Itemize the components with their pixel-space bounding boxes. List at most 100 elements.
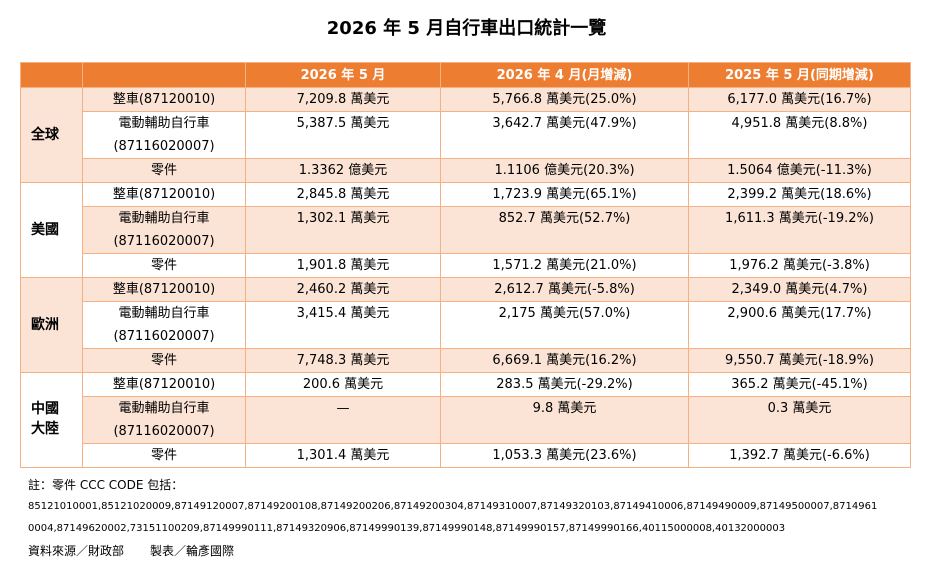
item-label: 整車(87120010): [112, 282, 216, 297]
item-label: 零件: [150, 163, 177, 178]
item-label: 整車(87120010): [112, 377, 216, 392]
value-cell: 2,460.2 萬美元: [245, 277, 441, 302]
item-cell: 零件: [82, 158, 246, 183]
item-cell: 整車(87120010): [82, 372, 246, 397]
header-cell: 2026 年 5 月: [245, 62, 441, 88]
value-cell: 1,611.3 萬美元(-19.2%): [688, 206, 911, 254]
region-label: 歐洲: [31, 316, 59, 333]
value-cell: 1.5064 億美元(-11.3%): [688, 158, 911, 183]
value-cell: 2,612.7 萬美元(-5.8%): [440, 277, 689, 302]
region-cell: 美國: [20, 182, 83, 278]
value-cell: 4,951.8 萬美元(8.8%): [688, 111, 911, 159]
value-cell: 1,053.3 萬美元(23.6%): [440, 443, 689, 468]
note-codes: 85121010001,85121020009,87149120007,8714…: [28, 501, 878, 512]
notes: 註：零件 CCC CODE 包括： 85121010001,85121020009…: [28, 474, 877, 562]
item-label: 電動輔助自行車: [118, 211, 210, 226]
item-cell: 整車(87120010): [82, 87, 246, 112]
value-cell: 2,900.6 萬美元(17.7%): [688, 301, 911, 349]
item-cell: 零件: [82, 253, 246, 278]
header-cell: [82, 62, 246, 88]
export-table: 2026 年 5 月 2026 年 4 月(月增減) 2025 年 5 月(同期增減…: [20, 62, 911, 468]
item-cell: 整車(87120010): [82, 182, 246, 207]
item-cell: 整車(87120010): [82, 277, 246, 302]
value-cell: 365.2 萬美元(-45.1%): [688, 372, 911, 397]
value-cell: —: [245, 396, 441, 444]
table-row: 歐洲 整車(87120010) 2,460.2 萬美元 2,612.7 萬美元(-5.…: [20, 277, 911, 373]
header-cell: 2026 年 4 月(月增減): [440, 62, 689, 88]
item-label: (87116020007): [113, 424, 215, 439]
value-cell: 1,901.8 萬美元: [245, 253, 441, 278]
table-row: 美國 整車(87120010) 2,845.8 萬美元 1,723.9 萬美元(65.…: [20, 182, 911, 278]
table-row: 零件 1,301.4 萬美元 1,053.3 萬美元(23.6%) 1,392.7 萬…: [21, 443, 911, 468]
value-cell: 3,642.7 萬美元(47.9%): [440, 111, 689, 159]
header-row: 2026 年 5 月 2026 年 4 月(月增減) 2025 年 5 月(同期增減…: [20, 62, 911, 88]
item-cell: 電動輔助自行車 (87116020007): [82, 301, 246, 349]
table-row: 零件 7,748.3 萬美元 6,669.1 萬美元(16.2%) 9,550.7 萬…: [21, 348, 911, 373]
item-label: 電動輔助自行車: [118, 401, 210, 416]
value-cell: 1,976.2 萬美元(-3.8%): [688, 253, 911, 278]
value-cell: 6,177.0 萬美元(16.7%): [688, 87, 911, 112]
item-cell: 電動輔助自行車 (87116020007): [82, 396, 246, 444]
value-cell: 6,669.1 萬美元(16.2%): [440, 348, 689, 373]
header-cell: 2025 年 5 月(同期增減): [688, 62, 911, 88]
table-row: 零件 1.3362 億美元 1.1106 億美元(20.3%) 1.5064 億美元(…: [21, 158, 911, 183]
region-cell: 歐洲: [20, 277, 83, 373]
value-cell: 2,399.2 萬美元(18.6%): [688, 182, 911, 207]
title: 2026 年 5 月自行車出口統計一覽: [326, 18, 607, 39]
value-cell: 5,766.8 萬美元(25.0%): [440, 87, 689, 112]
item-label: 電動輔助自行車: [118, 116, 210, 131]
value-cell: 1.3362 億美元: [245, 158, 441, 183]
value-cell: 1.1106 億美元(20.3%): [440, 158, 689, 183]
table-row: 電動輔助自行車 (87116020007) 5,387.5 萬美元 3,642.7 萬…: [21, 111, 911, 159]
item-label: (87116020007): [113, 139, 215, 154]
source-line: 資料來源／財政部 製表／輪彥國際: [28, 540, 877, 562]
table-row: 中國大陸 整車(87120010) 200.6 萬美元 283.5 萬美元(-29.2…: [20, 372, 911, 468]
value-cell: 1,571.2 萬美元(21.0%): [440, 253, 689, 278]
value-cell: 7,748.3 萬美元: [245, 348, 441, 373]
item-label: 零件: [150, 448, 177, 463]
region-label: 美國: [31, 221, 59, 238]
region-cell: 全球: [20, 87, 83, 183]
source-text: 資料來源／財政部: [28, 544, 125, 558]
value-cell: 2,349.0 萬美元(4.7%): [688, 277, 911, 302]
value-cell: 7,209.8 萬美元: [245, 87, 441, 112]
value-cell: 9,550.7 萬美元(-18.9%): [688, 348, 911, 373]
source-text: 製表／輪彥國際: [150, 544, 235, 558]
value-cell: 1,392.7 萬美元(-6.6%): [688, 443, 911, 468]
item-cell: 電動輔助自行車 (87116020007): [82, 111, 246, 159]
value-cell: 1,302.1 萬美元: [245, 206, 441, 254]
table-row: 全球 整車(87120010) 7,209.8 萬美元 5,766.8 萬美元(25.…: [20, 87, 911, 183]
item-label: 零件: [150, 353, 177, 368]
value-cell: 9.8 萬美元: [440, 396, 689, 444]
item-label: (87116020007): [113, 329, 215, 344]
value-cell: 1,723.9 萬美元(65.1%): [440, 182, 689, 207]
table-row: 電動輔助自行車 (87116020007) 1,302.1 萬美元 852.7 萬美元…: [21, 206, 911, 254]
item-cell: 零件: [82, 443, 246, 468]
header-cell: [20, 62, 83, 88]
note-codes: 0004,87149620002,73151100209,87149990111…: [28, 523, 786, 534]
item-label: 零件: [150, 258, 177, 273]
value-cell: 0.3 萬美元: [688, 396, 911, 444]
value-cell: 200.6 萬美元: [245, 372, 441, 397]
value-cell: 1,301.4 萬美元: [245, 443, 441, 468]
item-label: 整車(87120010): [112, 187, 216, 202]
item-cell: 零件: [82, 348, 246, 373]
table-row: 電動輔助自行車 (87116020007) 3,415.4 萬美元 2,175 萬美元…: [21, 301, 911, 349]
table-body: 全球 整車(87120010) 7,209.8 萬美元 5,766.8 萬美元(25.…: [20, 87, 911, 468]
note-label: 註：零件 CCC CODE 包括：: [28, 478, 184, 492]
item-label: 電動輔助自行車: [118, 306, 210, 321]
table-row: 零件 1,901.8 萬美元 1,571.2 萬美元(21.0%) 1,976.2 萬…: [21, 253, 911, 278]
region-cell: 中國大陸: [20, 372, 83, 468]
region-label: 中國大陸: [31, 401, 59, 437]
value-cell: 852.7 萬美元(52.7%): [440, 206, 689, 254]
value-cell: 283.5 萬美元(-29.2%): [440, 372, 689, 397]
region-label: 全球: [31, 126, 59, 143]
value-cell: 2,845.8 萬美元: [245, 182, 441, 207]
value-cell: 5,387.5 萬美元: [245, 111, 441, 159]
value-cell: 2,175 萬美元(57.0%): [440, 301, 689, 349]
item-label: (87116020007): [113, 234, 215, 249]
value-cell: 3,415.4 萬美元: [245, 301, 441, 349]
table-row: 電動輔助自行車 (87116020007) —9.8 萬美元 0.3 萬美元: [21, 396, 911, 444]
item-label: 整車(87120010): [112, 92, 216, 107]
